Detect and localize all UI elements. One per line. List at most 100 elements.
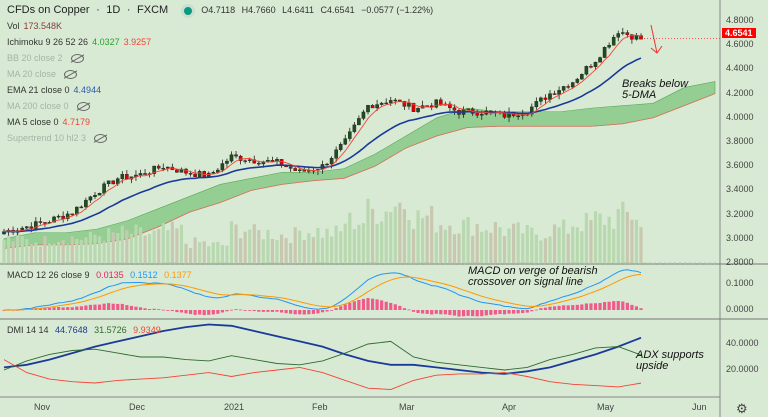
macd-histogram-bar — [443, 310, 447, 315]
macd-histogram-bar — [166, 310, 170, 311]
volume-bar — [66, 244, 70, 263]
symbol-name[interactable]: CFDs on Copper — [7, 4, 90, 16]
indicator-row[interactable]: Supertrend 10 hl2 3 — [7, 130, 155, 146]
volume-bar — [29, 244, 33, 263]
price-axis-label: 4.8000 — [726, 15, 754, 25]
macd-histogram-bar — [493, 310, 497, 315]
macd-histogram-bar — [284, 310, 288, 314]
candle — [379, 102, 384, 105]
volume-bar — [143, 235, 147, 263]
volume-bar — [248, 229, 252, 263]
candle — [580, 74, 584, 80]
volume-bar — [593, 211, 598, 263]
macd-histogram-bar — [138, 307, 143, 310]
volume-bar — [188, 248, 193, 263]
macd-histogram-bar — [289, 310, 293, 314]
settings-gear-icon[interactable]: ⚙ — [736, 401, 748, 416]
hidden-eye-icon[interactable] — [76, 102, 90, 112]
volume-bar — [393, 206, 397, 263]
indicator-row[interactable]: MA 200 close 0 — [7, 98, 155, 114]
macd-histogram-bar — [2, 310, 6, 311]
macd-histogram-bar — [375, 299, 379, 310]
volume-bar — [603, 224, 607, 263]
macd-histogram-bar — [70, 307, 74, 310]
indicator-row[interactable]: MA 20 close — [7, 66, 155, 82]
candle — [416, 107, 420, 112]
volume-bar — [175, 228, 179, 263]
interval[interactable]: 1D — [106, 4, 121, 16]
volume-bar — [307, 233, 311, 263]
indicator-row[interactable]: Ichimoku 9 26 52 26 4.0327 3.9257 — [7, 37, 152, 47]
macd-histogram-bar — [402, 308, 406, 310]
volume-bar — [566, 233, 570, 263]
indicator-row[interactable]: EMA 21 close 0 4.4944 — [7, 85, 102, 95]
macd-histogram-bar — [66, 307, 70, 310]
candle — [197, 171, 202, 177]
time-axis-label: Mar — [399, 402, 415, 412]
macd-histogram-bar — [148, 309, 152, 310]
candle — [152, 165, 156, 174]
indicator-row[interactable]: BB 20 close 2 — [7, 50, 155, 66]
volume-bar — [352, 229, 356, 263]
hidden-eye-icon[interactable] — [94, 134, 108, 144]
candle — [143, 173, 147, 175]
macd-histogram-bar — [279, 310, 284, 313]
volume-bar — [421, 218, 425, 263]
macd-histogram-bar — [157, 309, 161, 310]
candle — [211, 172, 216, 174]
hidden-eye-icon[interactable] — [64, 70, 78, 80]
price-axis-label: 2.8000 — [726, 257, 754, 267]
plus-di-line — [3, 340, 642, 371]
volume-bar — [493, 221, 497, 263]
candle — [561, 86, 566, 91]
macd-histogram-bar — [448, 310, 452, 315]
candle — [393, 99, 398, 102]
candle — [93, 194, 97, 197]
price-axis-label: 3.2000 — [726, 208, 754, 219]
indicator-legend: Vol 173.548K Ichimoku 9 26 52 26 4.0327 3.92… — [7, 18, 155, 146]
macd-histogram-bar — [557, 305, 561, 310]
ema21-line — [3, 57, 642, 233]
time-axis-label: Apr — [502, 402, 517, 412]
candle — [216, 169, 220, 173]
volume-bar — [116, 233, 120, 263]
macd-histogram-bar — [421, 310, 425, 314]
macd-histogram-bar — [607, 301, 611, 310]
time-axis-label: 2021 — [224, 402, 245, 412]
macd-histogram-bar — [202, 310, 206, 316]
macd-histogram-bar — [57, 307, 61, 310]
volume-bar — [198, 242, 202, 263]
volume-bar — [634, 219, 639, 263]
price-axis-label: 3.8000 — [726, 136, 754, 146]
indicator-row[interactable]: MA 5 close 0 4.7179 — [7, 117, 91, 127]
annotation-dmi: ADX supports upside — [636, 349, 704, 372]
volume-bar — [298, 230, 302, 263]
volume-bar — [275, 240, 279, 263]
macd-histogram-bar — [134, 306, 138, 310]
open-value: O4.7118 — [201, 5, 236, 15]
macd-histogram-bar — [584, 303, 588, 310]
volume-bar — [193, 237, 197, 263]
volume-bar — [207, 246, 211, 263]
macd-histogram-bar — [307, 310, 311, 315]
macd-histogram-bar — [243, 309, 247, 311]
macd-histogram-bar — [380, 300, 384, 310]
macd-histogram-bar — [216, 310, 220, 314]
candle — [325, 163, 329, 166]
volume-bar — [621, 201, 625, 263]
volume-bar — [129, 233, 133, 263]
candle — [602, 47, 607, 58]
volume-bar — [411, 229, 416, 263]
macd-histogram-bar — [125, 305, 129, 310]
volume-bar — [557, 227, 561, 263]
candle — [247, 159, 252, 161]
volume-bar — [88, 231, 93, 263]
indicator-row[interactable]: Vol 173.548K — [7, 21, 63, 31]
volume-bar — [534, 234, 538, 263]
volume-bar — [202, 241, 206, 263]
volume-bar — [370, 208, 375, 263]
hidden-eye-icon[interactable] — [70, 54, 84, 64]
volume-bar — [502, 236, 507, 263]
candle — [220, 163, 225, 171]
